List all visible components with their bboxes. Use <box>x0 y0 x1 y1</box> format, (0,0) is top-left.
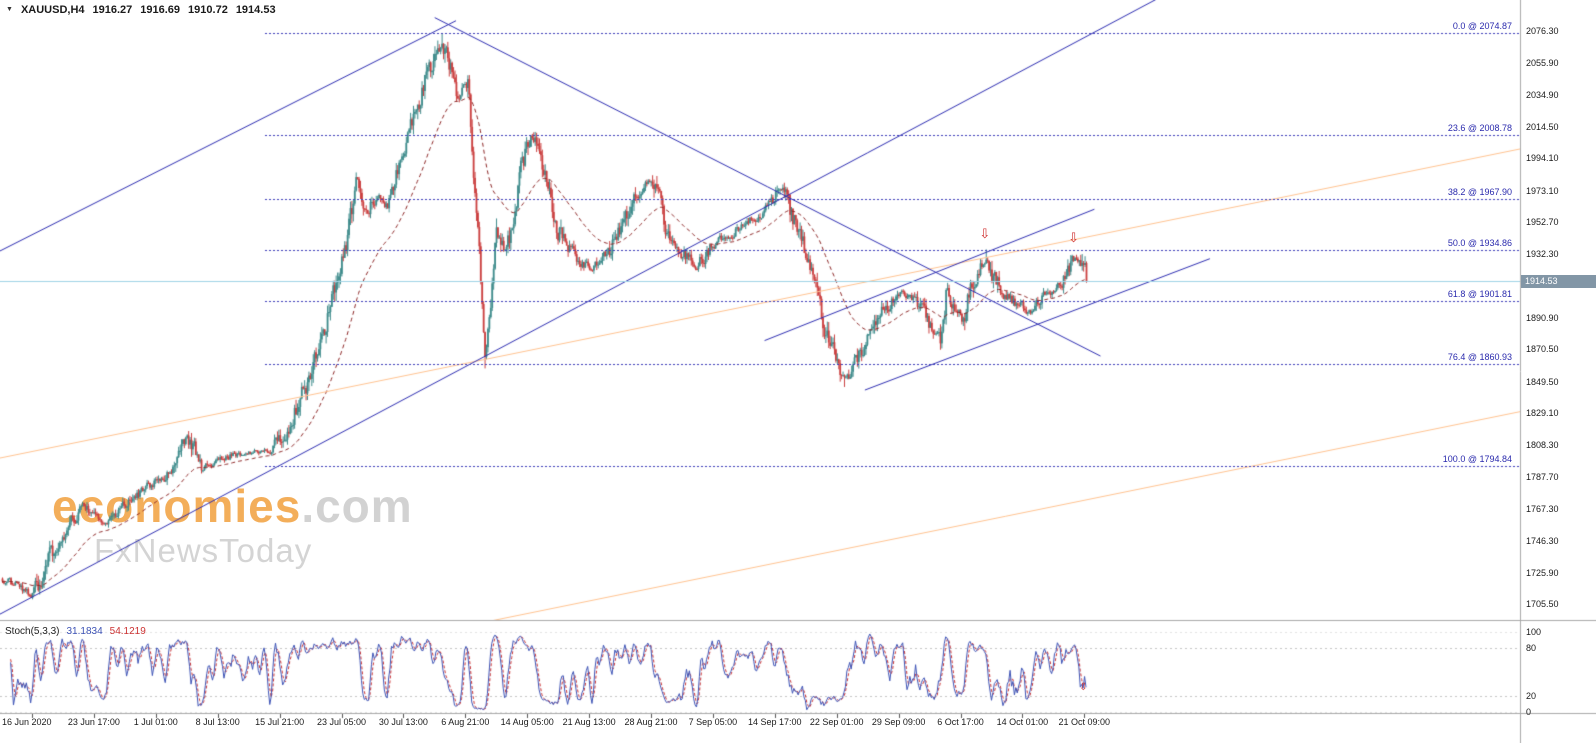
price-axis-label: 1746.30 <box>1526 536 1559 547</box>
current-price-value: 1914.53 <box>1525 275 1558 286</box>
price-axis-label: 2014.50 <box>1526 121 1559 132</box>
time-axis-label: 16 Jun 2020 <box>2 717 52 727</box>
fib-level-label: 76.4 @ 1860.93 <box>1447 351 1512 362</box>
price-axis-label: 1849.50 <box>1526 376 1559 387</box>
price-axis-label: 1952.70 <box>1526 217 1559 228</box>
price-axis-label: 2055.90 <box>1526 57 1559 68</box>
sell-arrow-icon: ⇩ <box>1068 230 1080 246</box>
price-axis-label: 1767.30 <box>1526 503 1559 514</box>
sell-arrow-icon: ⇩ <box>979 225 991 241</box>
stoch-axis-label: 0 <box>1526 707 1532 717</box>
time-axis-label: 29 Sep 09:00 <box>871 717 926 727</box>
time-axis-label: 7 Sep 05:00 <box>688 717 738 727</box>
time-axis-label: 28 Aug 21:00 <box>624 717 678 727</box>
stoch-arrow-icon: ⇩ <box>1079 682 1088 693</box>
time-axis-label: 22 Sep 01:00 <box>809 717 864 727</box>
ohlc-open: 1916.27 <box>92 4 133 16</box>
stoch-axis-label: 80 <box>1526 643 1537 653</box>
symbol-marker-icon: ▼ <box>6 5 13 13</box>
time-axis-label: 15 Jul 21:00 <box>255 717 305 727</box>
time-axis-label: 1 Jul 01:00 <box>133 717 178 727</box>
time-axis-label: 6 Oct 17:00 <box>937 717 984 727</box>
price-axis-label: 1725.90 <box>1526 567 1559 578</box>
price-axis-label: 1890.90 <box>1526 312 1559 323</box>
ohlc-high: 1916.69 <box>140 4 181 16</box>
indicator-signal-value: 54.1219 <box>109 626 146 637</box>
stoch-axis-label: 100 <box>1526 627 1542 637</box>
price-axis-label: 1994.10 <box>1526 153 1559 164</box>
price-axis-label: 1787.70 <box>1526 472 1559 483</box>
fib-level-label: 50.0 @ 1934.86 <box>1447 237 1512 248</box>
time-axis-label: 14 Oct 01:00 <box>996 717 1049 727</box>
indicator-main-value: 31.1834 <box>66 626 103 637</box>
time-axis-label: 21 Oct 09:00 <box>1058 717 1111 727</box>
price-axis-label: 1973.10 <box>1526 185 1559 196</box>
time-axis-label: 23 Jul 05:00 <box>316 717 367 727</box>
ohlc-low: 1910.72 <box>188 4 228 16</box>
time-axis-label: 21 Aug 13:00 <box>562 717 616 727</box>
chart-header: ▼ XAUUSD,H4 1916.27 1916.69 1910.72 1914… <box>6 4 276 16</box>
fib-level-label: 100.0 @ 1794.84 <box>1442 454 1512 465</box>
price-axis-label: 2034.90 <box>1526 90 1559 101</box>
price-axis-label: 1829.10 <box>1526 408 1559 419</box>
time-axis-label: 23 Jun 17:00 <box>67 717 120 727</box>
price-axis-label: 1932.30 <box>1526 248 1559 259</box>
stoch-axis-label: 20 <box>1526 691 1537 701</box>
time-axis-label: 8 Jul 13:00 <box>195 717 240 727</box>
fib-level-label: 0.0 @ 2074.87 <box>1452 21 1512 32</box>
price-axis-label: 2076.30 <box>1526 26 1559 37</box>
ohlc-close: 1914.53 <box>235 4 276 16</box>
price-axis-label: 1705.50 <box>1526 599 1559 610</box>
indicator-name: Stoch(5,3,3) <box>5 626 60 637</box>
current-price-box: 1914.53 <box>1521 274 1596 288</box>
time-axis-label: 14 Sep 17:00 <box>748 717 802 727</box>
time-axis-label: 14 Aug 05:00 <box>500 717 554 727</box>
time-axis-label: 6 Aug 21:00 <box>441 717 490 727</box>
price-axis-label: 1808.30 <box>1526 440 1559 451</box>
fib-level-label: 23.6 @ 2008.78 <box>1447 123 1512 134</box>
fib-level-label: 38.2 @ 1967.90 <box>1447 186 1512 197</box>
fib-level-label: 61.8 @ 1901.81 <box>1447 288 1512 299</box>
time-axis-label: 30 Jul 13:00 <box>378 717 428 727</box>
price-axis-label: 1870.50 <box>1526 344 1559 355</box>
indicator-label: Stoch(5,3,3) 31.1834 54.1219 <box>5 626 146 637</box>
symbol-title: XAUUSD,H4 <box>20 4 85 16</box>
